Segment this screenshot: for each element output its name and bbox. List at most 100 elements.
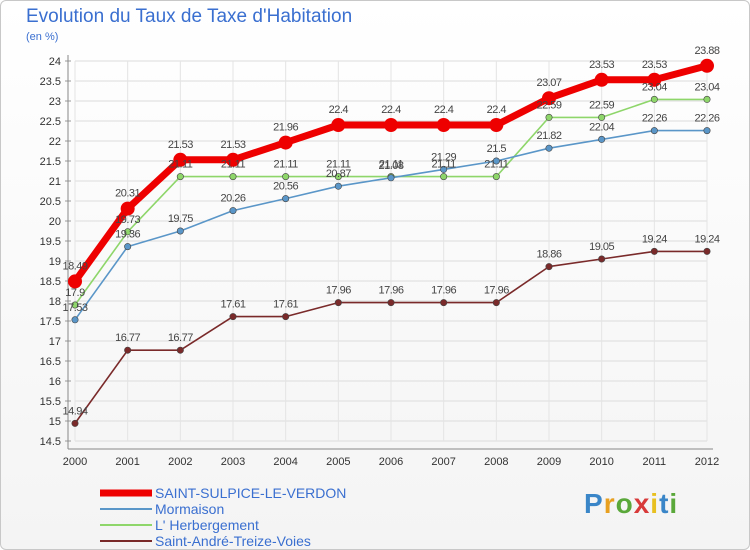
data-point bbox=[176, 346, 184, 354]
x-tick-label: 2004 bbox=[273, 456, 297, 468]
x-tick-label: 2005 bbox=[326, 456, 350, 468]
data-label: 19.75 bbox=[168, 213, 193, 225]
data-label: 21.5 bbox=[487, 143, 507, 155]
data-label: 23.88 bbox=[694, 45, 719, 57]
data-point bbox=[598, 135, 606, 143]
x-tick-label: 2000 bbox=[63, 456, 87, 468]
data-label: 18.86 bbox=[536, 249, 561, 261]
data-point bbox=[440, 165, 448, 173]
data-point bbox=[594, 72, 609, 87]
data-label: 17.96 bbox=[326, 285, 351, 297]
y-tick-label: 15.5 bbox=[40, 396, 61, 408]
y-tick-label: 16.5 bbox=[40, 356, 61, 368]
data-label: 22.04 bbox=[589, 121, 614, 133]
x-tick-label: 2009 bbox=[537, 456, 561, 468]
data-point bbox=[545, 113, 553, 121]
x-tick-label: 2001 bbox=[115, 456, 139, 468]
data-point bbox=[173, 152, 188, 167]
data-point bbox=[440, 299, 448, 307]
data-point bbox=[176, 173, 184, 181]
data-point bbox=[647, 72, 662, 87]
data-label: 23.53 bbox=[642, 59, 667, 71]
data-point bbox=[703, 127, 711, 135]
y-tick-label: 15 bbox=[49, 416, 61, 428]
data-label: 21.53 bbox=[220, 139, 245, 151]
data-point bbox=[334, 182, 342, 190]
x-tick-label: 2006 bbox=[379, 456, 403, 468]
data-point bbox=[492, 157, 500, 165]
data-label: 19.24 bbox=[642, 233, 667, 245]
data-label: 22.26 bbox=[694, 113, 719, 125]
data-label: 21.08 bbox=[378, 160, 403, 172]
data-label: 21.11 bbox=[326, 159, 351, 171]
data-label: 22.4 bbox=[381, 104, 401, 116]
data-point bbox=[489, 118, 504, 132]
data-label: 21.29 bbox=[431, 151, 456, 163]
y-tick-label: 24 bbox=[49, 56, 61, 68]
data-point bbox=[545, 263, 553, 271]
data-point bbox=[492, 173, 500, 181]
y-tick-label: 16 bbox=[49, 376, 61, 388]
chart-title: Evolution du Taux de Taxe d'Habitation bbox=[26, 6, 353, 27]
data-point bbox=[387, 174, 395, 182]
data-label: 20.87 bbox=[326, 168, 351, 180]
data-label: 17.96 bbox=[378, 285, 403, 297]
data-point bbox=[650, 127, 658, 135]
data-point bbox=[229, 207, 237, 215]
data-label: 19.24 bbox=[694, 233, 719, 245]
data-point bbox=[68, 274, 82, 289]
data-label: 23.04 bbox=[642, 81, 667, 93]
y-tick-label: 19 bbox=[49, 256, 61, 268]
data-label: 18.49 bbox=[62, 260, 87, 272]
data-label: 17.96 bbox=[484, 285, 509, 297]
data-point bbox=[71, 419, 79, 427]
data-point bbox=[124, 243, 132, 251]
y-tick-label: 22.5 bbox=[40, 116, 61, 128]
data-point bbox=[545, 144, 553, 152]
data-point bbox=[229, 173, 237, 181]
legend-label: Mormaison bbox=[155, 501, 224, 517]
data-point bbox=[387, 299, 395, 307]
y-tick-label: 23.5 bbox=[40, 76, 61, 88]
y-tick-label: 17.5 bbox=[40, 316, 61, 328]
data-point bbox=[334, 173, 342, 181]
data-label: 14.94 bbox=[62, 405, 87, 417]
data-label: 16.77 bbox=[168, 332, 193, 344]
y-tick-label: 20 bbox=[49, 216, 61, 228]
data-label: 19.05 bbox=[589, 241, 614, 253]
data-label: 21.82 bbox=[536, 130, 561, 142]
x-tick-label: 2007 bbox=[431, 456, 455, 468]
data-point bbox=[282, 195, 290, 203]
x-tick-label: 2011 bbox=[643, 456, 667, 468]
legend-label: SAINT-SULPICE-LE-VERDON bbox=[155, 485, 346, 501]
data-point bbox=[331, 118, 346, 132]
data-point bbox=[700, 58, 714, 73]
data-point bbox=[492, 299, 500, 307]
data-label: 22.4 bbox=[487, 104, 507, 116]
data-label: 21.11 bbox=[221, 159, 246, 171]
data-label: 21.11 bbox=[379, 159, 404, 171]
data-point bbox=[229, 313, 237, 321]
y-tick-label: 20.5 bbox=[40, 196, 61, 208]
y-tick-label: 18.5 bbox=[40, 276, 61, 288]
data-label: 17.61 bbox=[220, 299, 245, 311]
data-label: 21.11 bbox=[168, 159, 193, 171]
data-label: 21.11 bbox=[484, 159, 509, 171]
data-label: 19.73 bbox=[115, 214, 140, 226]
y-tick-label: 18 bbox=[49, 296, 61, 308]
x-tick-label: 2008 bbox=[484, 456, 508, 468]
data-label: 20.26 bbox=[220, 193, 245, 205]
proxiti-logo: Proxiti bbox=[584, 488, 679, 519]
data-label: 22.59 bbox=[589, 99, 614, 111]
data-label: 23.04 bbox=[694, 81, 719, 93]
data-label: 20.56 bbox=[273, 181, 298, 193]
data-label: 22.59 bbox=[536, 99, 561, 111]
data-point bbox=[542, 91, 556, 106]
data-point bbox=[384, 118, 398, 132]
y-tick-label: 21.5 bbox=[40, 156, 61, 168]
chart-unit-label: (en %) bbox=[26, 31, 59, 43]
data-point bbox=[278, 135, 293, 150]
data-point bbox=[436, 118, 451, 132]
